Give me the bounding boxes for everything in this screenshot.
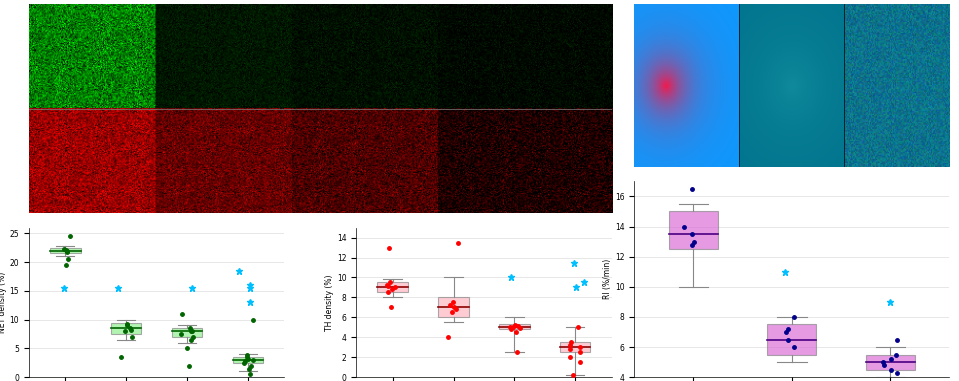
FancyBboxPatch shape (172, 328, 202, 337)
Y-axis label: RI (%/min): RI (%/min) (603, 259, 612, 299)
FancyBboxPatch shape (233, 357, 263, 363)
FancyBboxPatch shape (111, 323, 141, 334)
Text: NET: NET (0, 51, 17, 61)
FancyBboxPatch shape (560, 342, 591, 352)
FancyBboxPatch shape (438, 298, 469, 317)
FancyBboxPatch shape (668, 211, 718, 249)
FancyBboxPatch shape (50, 248, 81, 253)
FancyBboxPatch shape (866, 355, 915, 370)
Y-axis label: TH density (%): TH density (%) (325, 274, 334, 331)
Text: TH: TH (4, 156, 17, 166)
Y-axis label: NET density (%): NET density (%) (0, 272, 7, 333)
FancyBboxPatch shape (500, 324, 529, 329)
FancyBboxPatch shape (378, 282, 408, 293)
FancyBboxPatch shape (767, 325, 816, 355)
